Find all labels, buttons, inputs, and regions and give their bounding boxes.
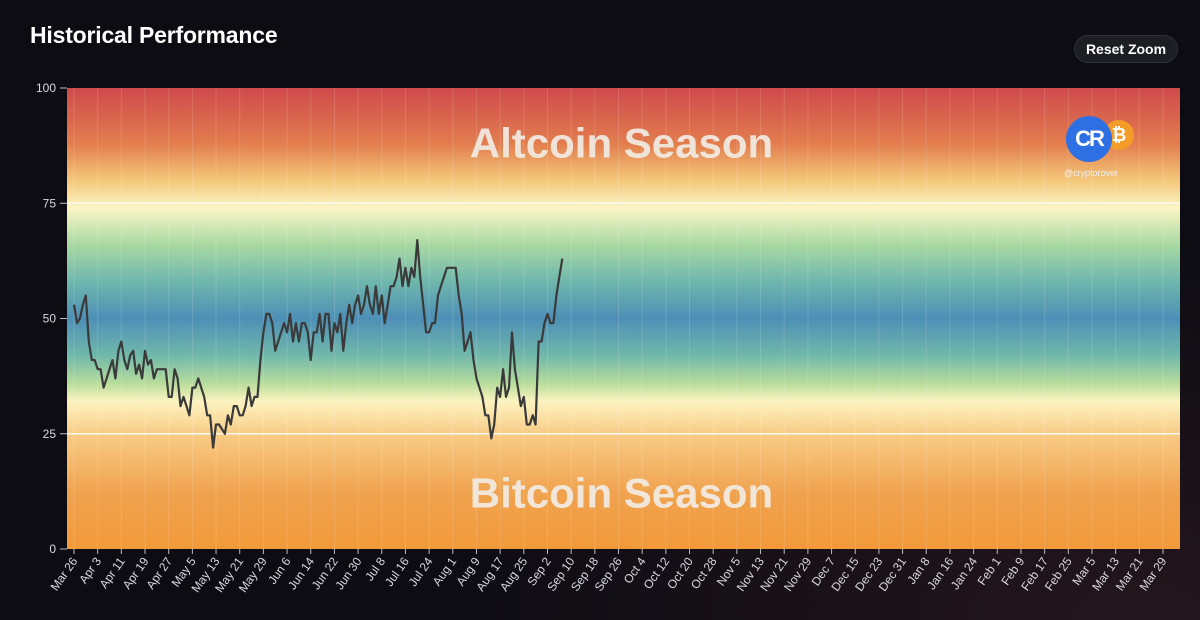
season-annotations: Altcoin Season Bitcoin Season xyxy=(470,119,773,516)
series-line xyxy=(72,239,564,449)
y-tick-label: 0 xyxy=(49,542,56,556)
vertical-grid xyxy=(73,88,1164,549)
page-title: Historical Performance xyxy=(30,22,278,48)
y-tick-label: 75 xyxy=(43,196,57,210)
y-axis: 0 25 50 75 100 xyxy=(36,81,67,556)
bitcoin-season-label: Bitcoin Season xyxy=(470,470,773,517)
reset-zoom-button[interactable]: Reset Zoom xyxy=(1074,35,1178,63)
logo-handle: @cryptorover xyxy=(1064,168,1119,178)
x-tick-label: Jul 16 xyxy=(382,554,412,589)
altcoin-season-label: Altcoin Season xyxy=(470,119,773,166)
cr-logo-icon: CR xyxy=(1066,116,1112,162)
x-tick-label: Apr 27 xyxy=(143,554,175,591)
x-tick-label: Feb 1 xyxy=(975,554,1004,587)
y-tick-label: 100 xyxy=(36,81,56,95)
threshold-lines xyxy=(67,202,1180,435)
x-tick-label: Jul 24 xyxy=(406,554,436,589)
y-tick-label: 50 xyxy=(43,312,57,326)
y-tick-label: 25 xyxy=(43,427,57,441)
plot-background xyxy=(67,88,1180,549)
cryptorover-logo: ₿ CR @cryptorover xyxy=(1064,114,1138,186)
x-tick-label: Aug 1 xyxy=(430,554,460,588)
x-tick-label: Jan 24 xyxy=(948,554,980,592)
x-tick-label: Jun 30 xyxy=(332,554,364,592)
x-tick-label: Mar 26 xyxy=(48,554,81,593)
x-tick-label: Oct 28 xyxy=(688,554,720,591)
